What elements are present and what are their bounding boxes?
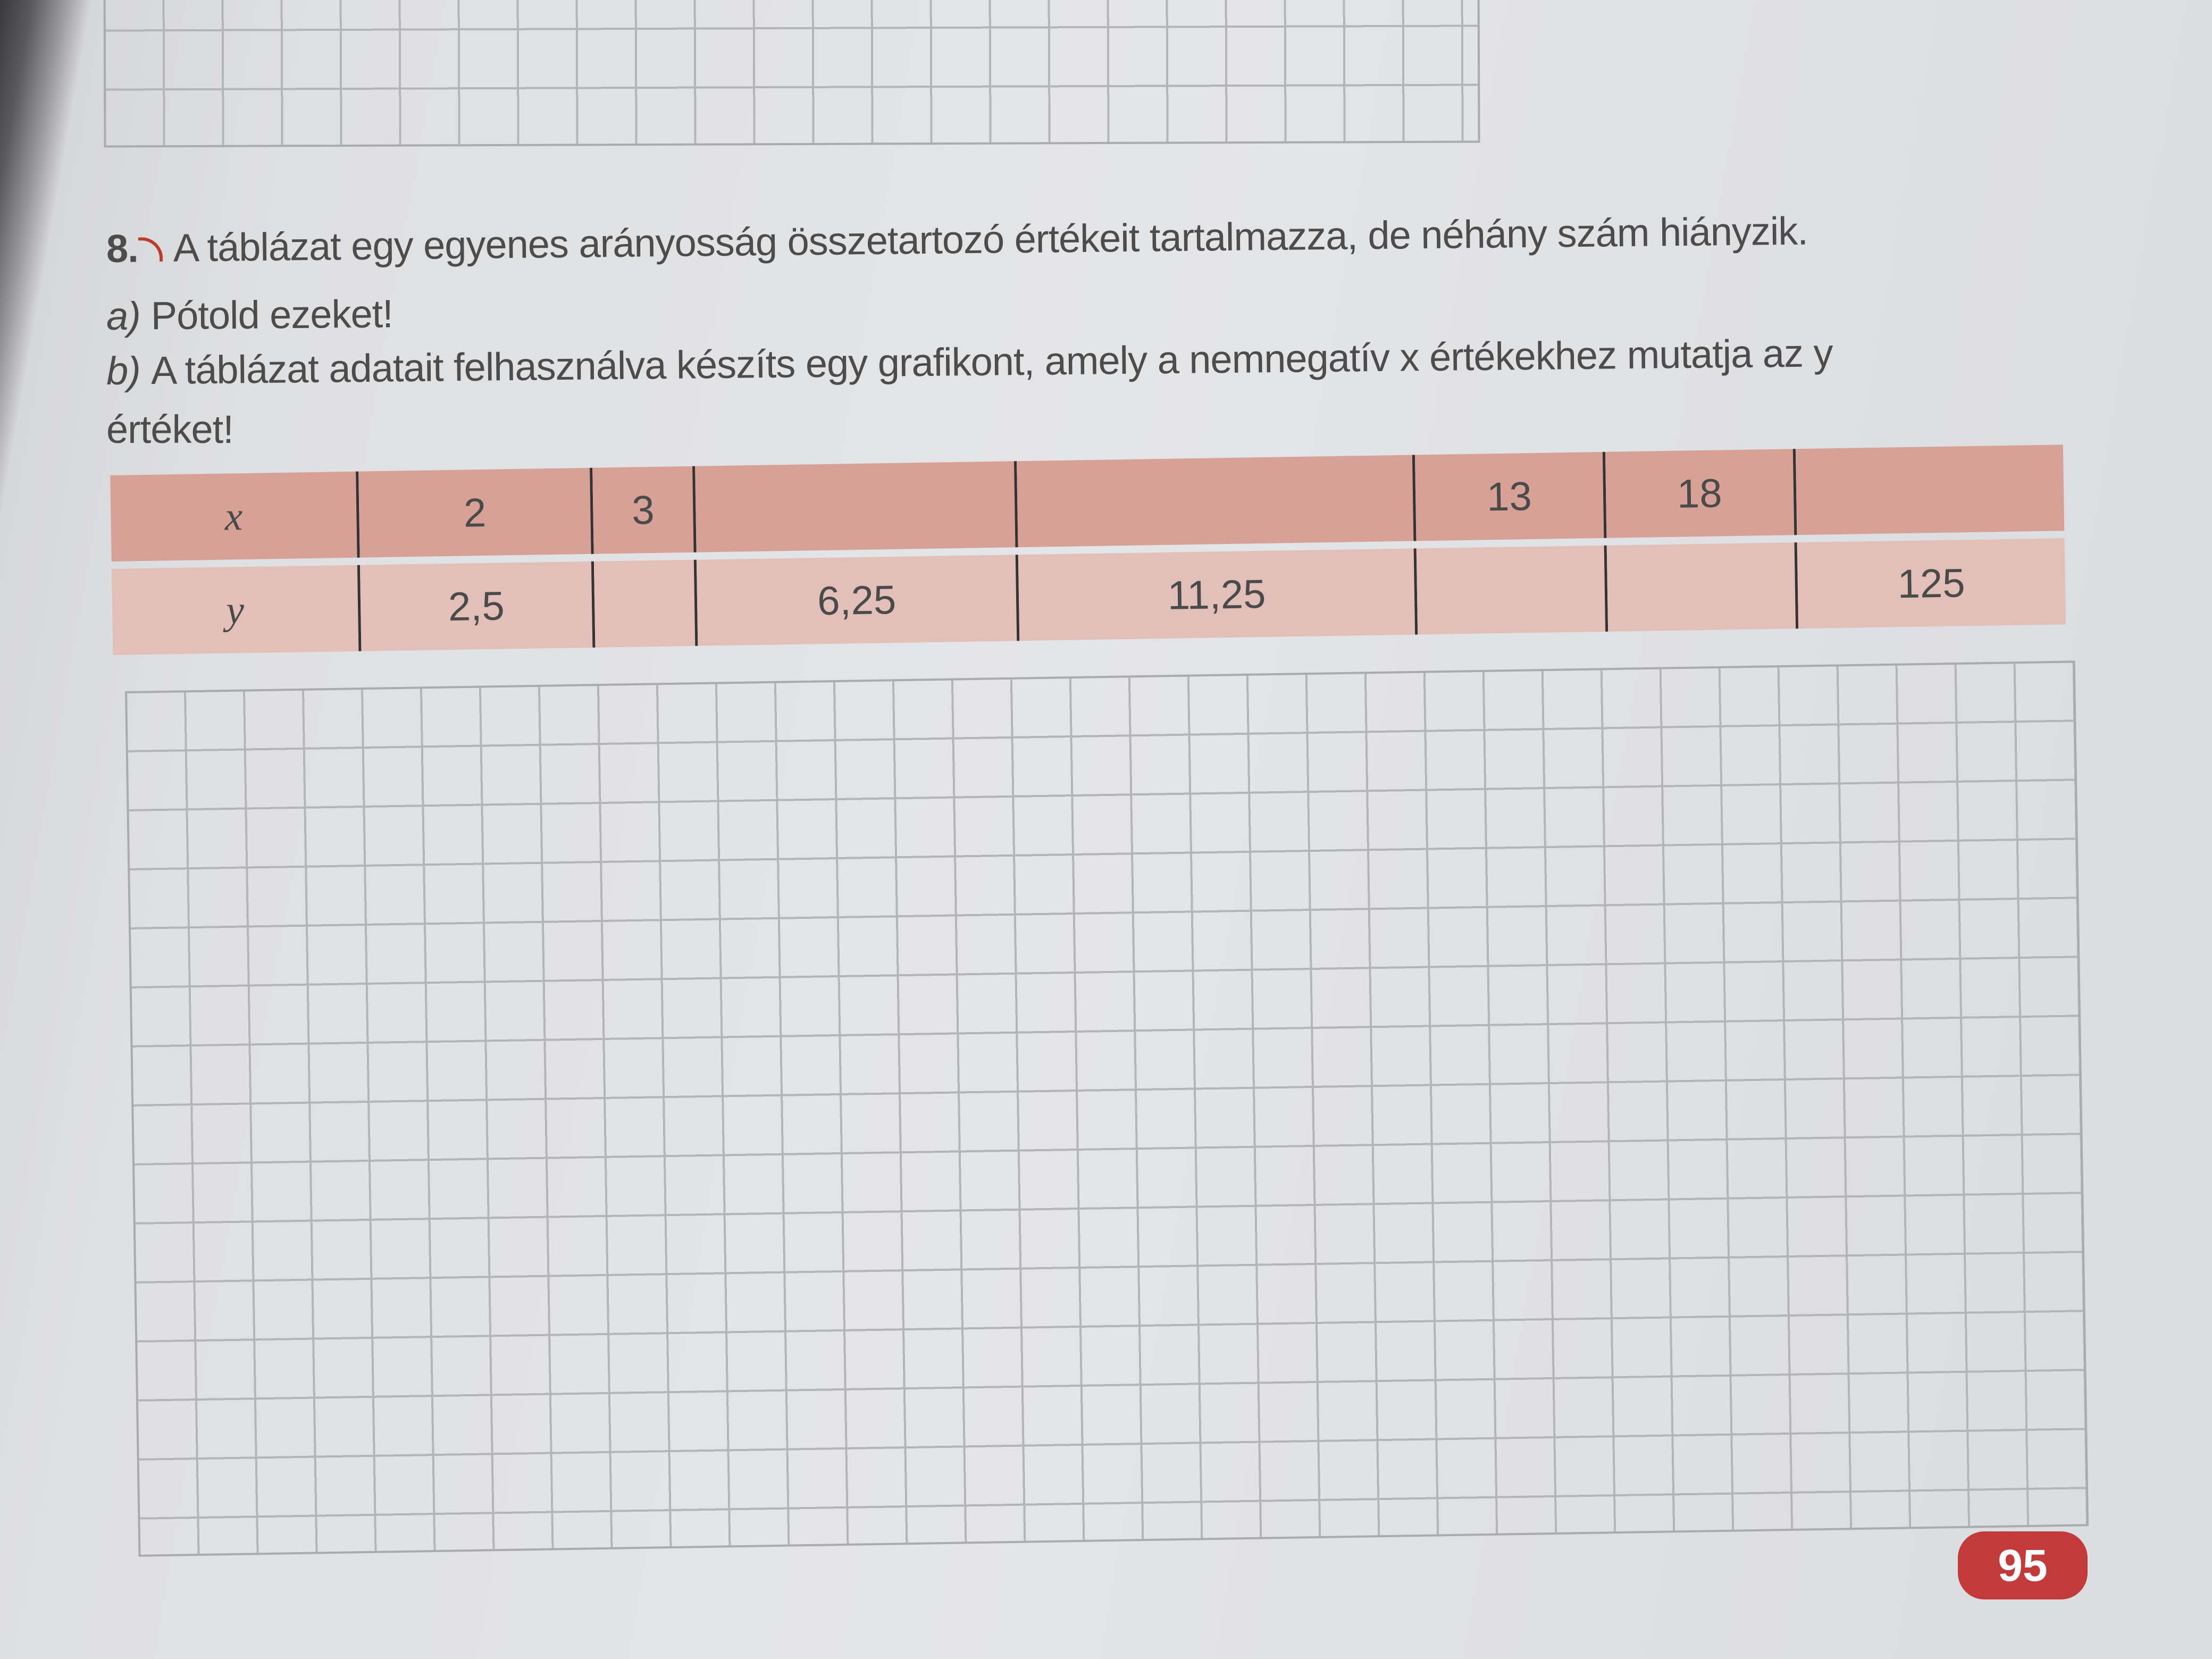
y-cell: 2,5 — [359, 561, 596, 651]
audio-speaker-icon[interactable] — [138, 237, 163, 262]
part-a-label: a) — [106, 294, 141, 338]
exercise-text: A táblázat egy egyenes arányosság összet… — [173, 208, 1808, 270]
x-header: x — [110, 471, 360, 562]
part-a-text: Pótold ezeket! — [150, 291, 393, 338]
exercise-number: 8. — [106, 226, 139, 271]
proportionality-table: x 2 3 13 18 y 2,5 6,25 11,25 125 — [110, 437, 2066, 663]
part-b-continuation: értéket! — [106, 407, 234, 451]
top-grid-paper — [103, 0, 1480, 148]
graph-grid-paper — [125, 660, 2089, 1557]
x-cell: 13 — [1414, 451, 1607, 541]
x-cell: 3 — [592, 466, 697, 554]
y-cell: 125 — [1797, 538, 2066, 629]
y-cell — [1416, 545, 1608, 635]
part-b-label: b) — [106, 348, 141, 393]
y-header: y — [111, 565, 362, 655]
page-number-badge: 95 — [1958, 1531, 2088, 1599]
exercise-statement: 8. A táblázat egy egyenes arányosság össz… — [106, 208, 1808, 271]
y-cell — [594, 559, 698, 648]
part-b-text: A táblázat adatait felhasználva készíts … — [150, 331, 1833, 393]
y-cell — [1606, 542, 1798, 632]
part-a: a) Pótold ezeket! — [106, 291, 393, 339]
x-cell — [1017, 455, 1417, 548]
x-cell: 18 — [1605, 449, 1797, 538]
x-cell — [694, 461, 1018, 552]
x-cell: 2 — [358, 467, 594, 558]
x-cell — [1795, 445, 2065, 535]
y-cell: 11,25 — [1018, 548, 1418, 641]
y-cell: 6,25 — [696, 555, 1020, 646]
part-b: b) A táblázat adatait felhasználva készít… — [106, 330, 1833, 393]
